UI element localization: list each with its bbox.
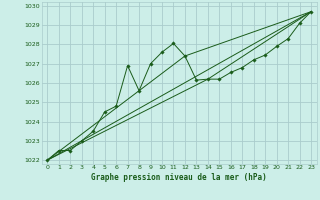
X-axis label: Graphe pression niveau de la mer (hPa): Graphe pression niveau de la mer (hPa): [91, 173, 267, 182]
